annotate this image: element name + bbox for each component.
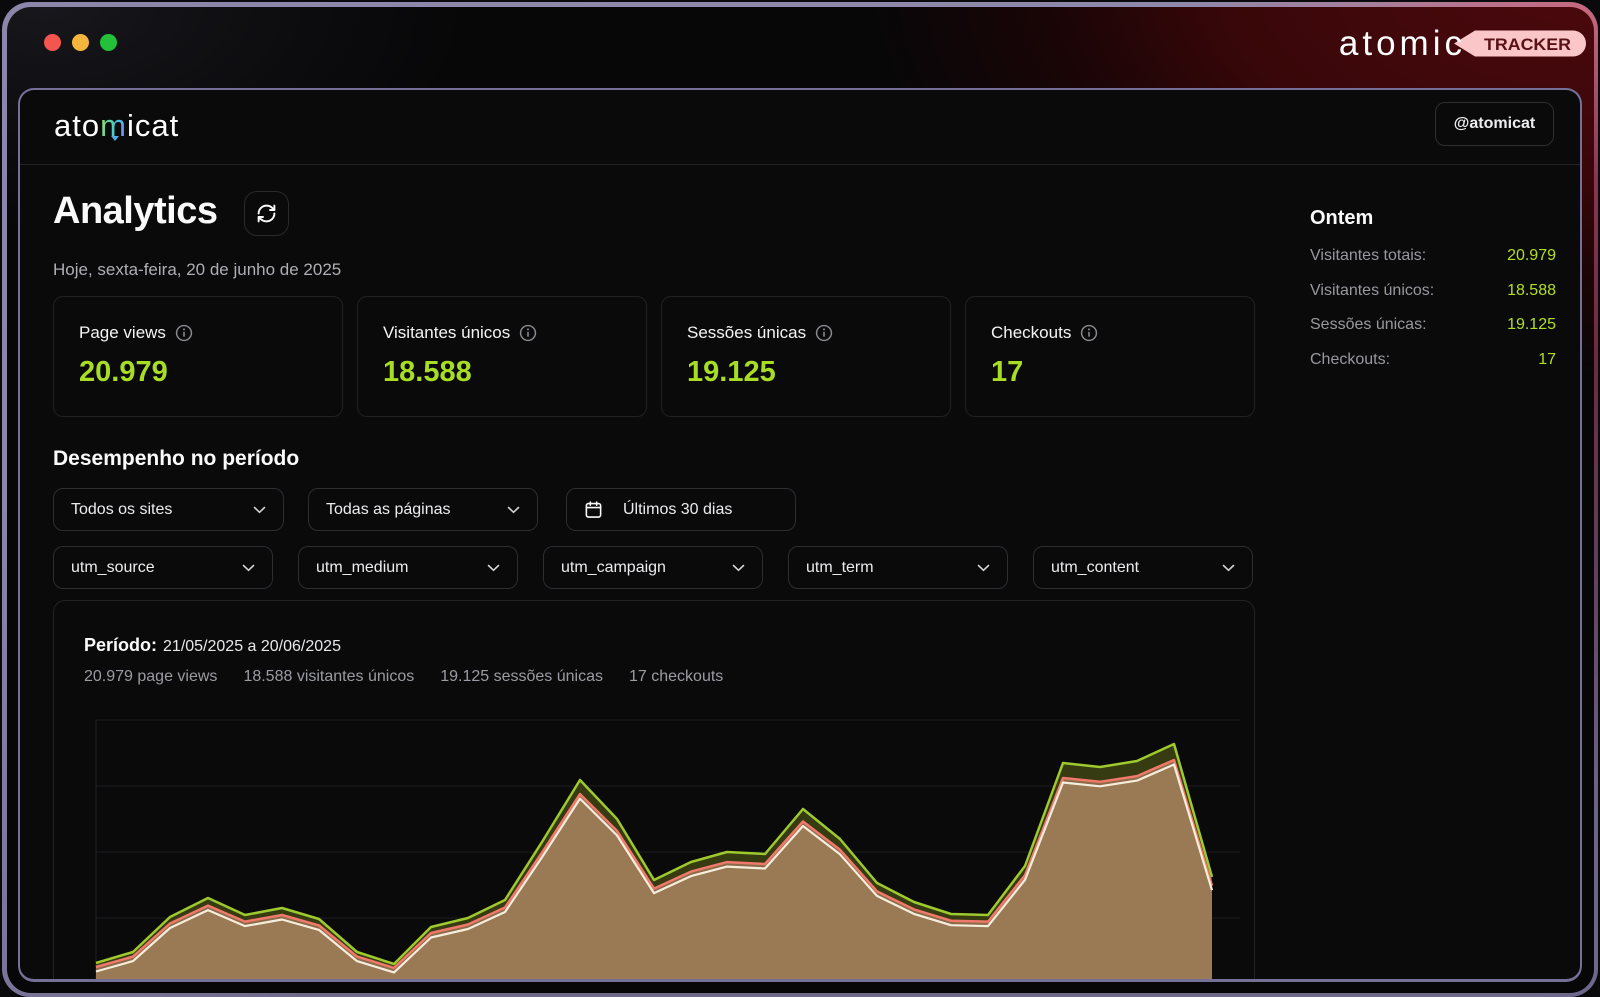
- svg-text:TRACKER: TRACKER: [1484, 35, 1571, 54]
